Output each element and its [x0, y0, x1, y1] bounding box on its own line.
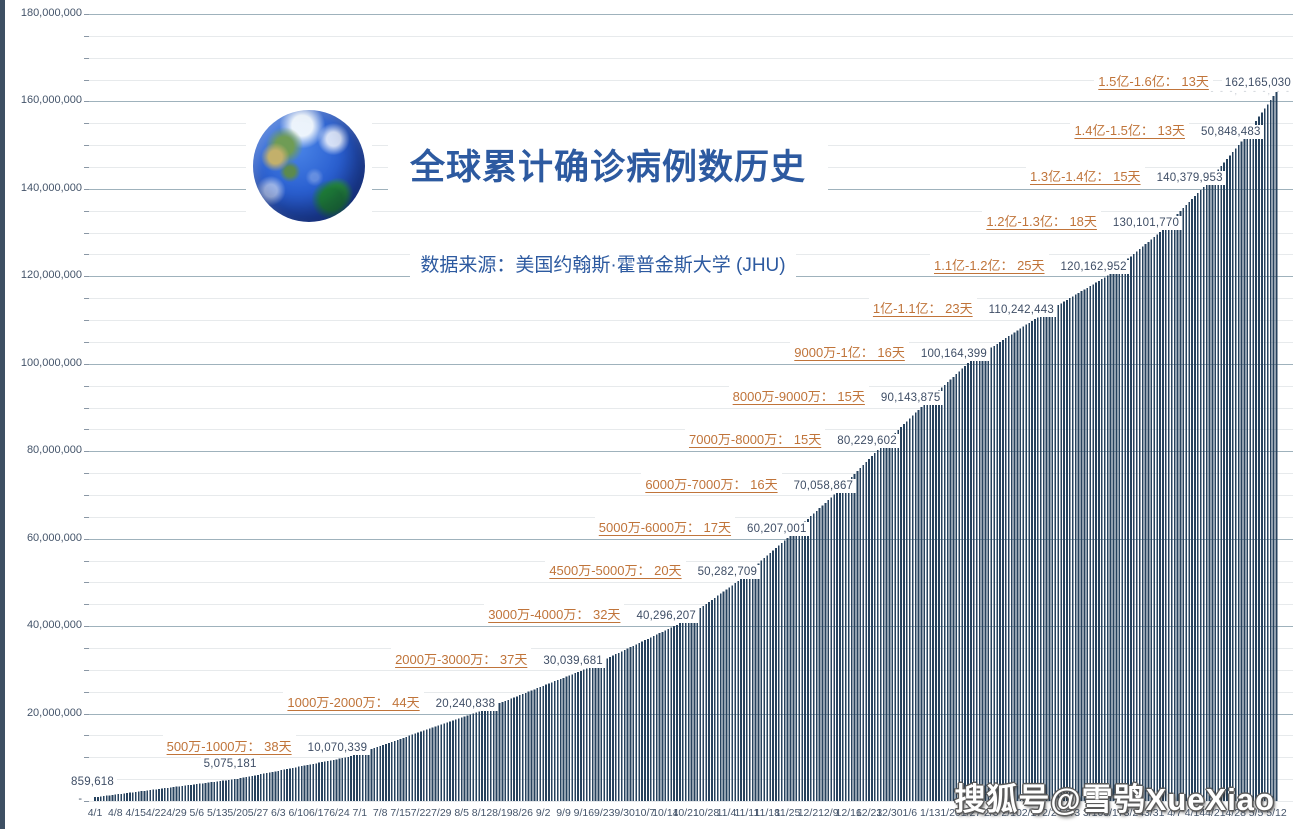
page-title: 全球累计确诊病例数历史: [388, 135, 828, 196]
left-border-strip: [0, 0, 5, 829]
data-source-note: 数据来源：美国约翰斯·霍普金斯大学 (JHU): [410, 245, 796, 282]
earth-globe-image: [253, 110, 365, 222]
gridlines: [84, 13, 1293, 802]
daily-bars: [94, 91, 1278, 801]
earth-image-box: [246, 104, 372, 228]
sohu-watermark: 搜狐号@雪鸮XueXiao: [954, 782, 1275, 817]
